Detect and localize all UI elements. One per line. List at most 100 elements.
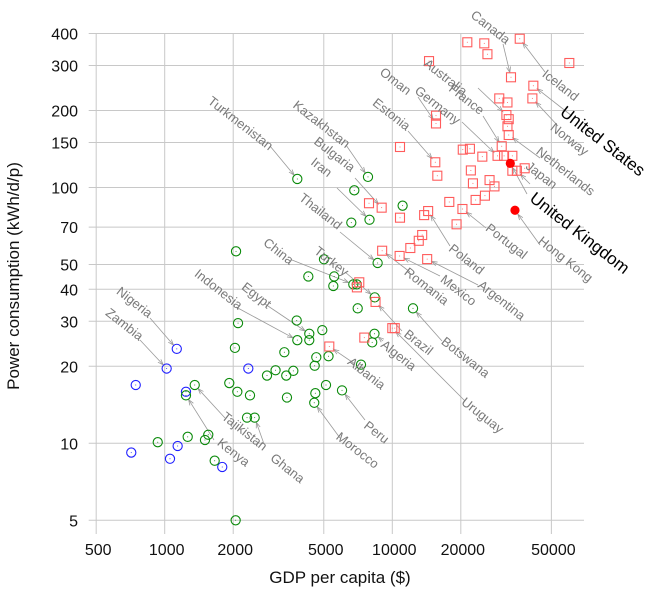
label-arrow [461,121,495,153]
data-point-green-circle [352,303,363,314]
label-arrow [482,115,500,143]
data-point-blue-circle [126,447,137,458]
data-point-center-dot [308,333,310,335]
data-point-center-dot [296,320,298,322]
point-label: Ghana [268,450,309,486]
data-point-center-dot [506,125,508,127]
data-point-blue-circle [171,343,182,355]
data-point-center-dot [246,417,248,419]
data-point-center-dot [314,365,316,367]
data-point-center-dot [185,391,187,393]
data-point-red-square [451,219,462,230]
data-point-green-circle [348,279,359,290]
arrow-head [430,214,436,222]
data-point-blue-circle [130,379,141,391]
data-point-center-dot [489,179,491,181]
data-point-center-dot [352,283,354,285]
arrow-head [536,88,544,95]
data-point-green-circle [232,317,244,329]
data-point-green-circle [329,271,340,282]
arrow-head [494,136,500,143]
label-arrow [385,253,411,273]
y-tick-label: 200 [51,103,78,120]
data-point-red-square [489,181,500,192]
x-tick-label: 1000 [149,542,185,559]
label-arrow [316,406,341,439]
data-point-blue-circle [243,363,254,374]
data-point-red-square [363,198,375,209]
data-point-center-dot [484,195,486,197]
data-point-center-dot [285,375,287,377]
data-point-red-square [394,250,405,262]
y-tick-label: 50 [60,258,78,275]
data-point-green-circle [288,365,299,376]
data-point-red-square [479,190,490,201]
data-point-center-dot [350,222,352,224]
data-point-blue-circle [172,440,183,452]
label-arrow [264,303,306,332]
y-tick-label: 70 [60,220,78,237]
data-point-red-square [467,178,478,189]
data-point-green-circle [304,328,315,339]
data-point-red-square [377,245,388,256]
y-tick-label: 10 [60,436,78,453]
data-point-center-dot [508,118,510,120]
data-point-center-dot [296,178,298,180]
data-point-green-circle [249,412,260,423]
data-point-center-dot [462,149,464,151]
data-point-center-dot [328,346,330,348]
data-point-red-square [324,341,335,352]
data-point-green-circle [292,335,303,346]
data-point-center-dot [332,285,334,287]
data-point-green-circle [362,171,374,183]
data-point-center-dot [323,258,325,260]
data-point-center-dot [292,370,294,372]
data-point-center-dot [531,97,533,99]
point-label: Turkmenistan [205,93,276,153]
data-point-green-circle [232,386,243,397]
label-arrow [197,388,226,419]
data-point-center-dot [283,351,285,353]
data-point-center-dot [194,384,196,386]
data-point-center-dot [228,382,230,384]
data-point-red-square [419,210,430,221]
data-point-center-dot [214,460,216,462]
data-point-center-dot [166,368,168,370]
data-point-green-circle [323,351,334,362]
label-arrow [466,211,487,229]
data-point-center-dot [130,452,132,454]
data-point-red-square [465,165,476,176]
data-point-green-circle [189,379,200,391]
data-point-center-dot [470,169,472,171]
data-point-red-square [462,37,473,48]
data-point-center-dot [381,250,383,252]
data-point-red-square [394,212,406,223]
data-point-center-dot [314,392,316,394]
data-point-center-dot [266,375,268,377]
data-point-center-dot [358,281,360,283]
data-point-highlighted [505,158,515,168]
data-point-center-dot [409,247,411,249]
data-point-center-dot [506,101,508,103]
data-point-red-square [413,235,424,246]
label-arrow [477,87,504,112]
label-arrow [535,101,559,127]
data-point-center-dot [368,202,370,204]
data-point-center-dot [307,275,309,277]
data-point-red-square [499,150,510,161]
data-point-highlighted [510,205,520,215]
data-point-center-dot [524,167,526,169]
data-point-green-circle [346,217,357,228]
data-point-red-square [564,57,575,69]
label-arrow [502,43,511,73]
data-point-center-dot [377,262,379,264]
data-point-green-circle [320,379,332,391]
data-point-center-dot [286,397,288,399]
data-point-green-circle [309,360,320,371]
data-point-center-dot [236,391,238,393]
data-point-red-square [394,141,406,153]
arrow-head [286,333,294,339]
data-point-blue-circle [217,461,228,473]
